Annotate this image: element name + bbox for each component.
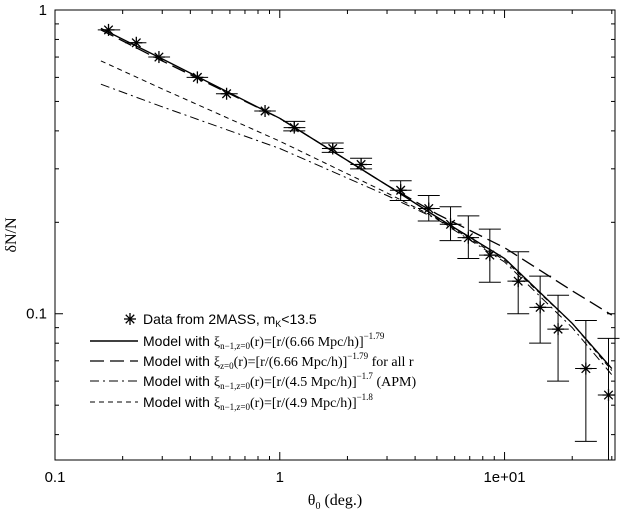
x-axis-title-sub: 0 — [315, 501, 320, 512]
legend-label-xisub: n−1,z=0 — [220, 341, 250, 351]
legend-label-xi: ξ — [214, 335, 220, 350]
model-curve-short-dash — [100, 60, 613, 371]
model-curve-solid — [100, 27, 613, 370]
plot-frame — [54, 9, 616, 461]
legend-label: Model with ξn−1,z=0(r)=[r/(6.66 Mpc/h)]−… — [143, 331, 385, 351]
legend-label: Data from 2MASS, mK<13.5 — [143, 311, 317, 329]
axis-ticks: 0.1 1 1e+01 0.1 1 — [26, 2, 615, 486]
legend-label-xisub: n−1,z=0 — [220, 402, 250, 412]
legend-label-sup: −1.79 — [364, 331, 385, 341]
data-point — [579, 362, 592, 375]
data-point — [552, 323, 565, 336]
legend-label-xisub: z=0 — [220, 361, 234, 371]
x-axis-title: θ0 (deg.) — [308, 492, 362, 512]
legend-label-eq: (r)=[r/(4.5 Mpc/h)] — [250, 375, 357, 390]
data-point — [394, 184, 407, 197]
legend-label-pre: Model with — [143, 373, 214, 389]
data-point — [483, 249, 496, 262]
x-tick-label: 1 — [276, 469, 284, 486]
data-point — [534, 301, 547, 314]
y-axis-title: δN/N — [3, 217, 20, 253]
legend-label-tail: <13.5 — [281, 311, 317, 327]
legend-label-pre: Model with — [143, 394, 214, 410]
legend-label: Model with ξz=0(r)=[r/(6.66 Mpc/h)]−1.79… — [143, 351, 414, 371]
x-tick-label: 0.1 — [45, 469, 66, 486]
legend-label-xi: ξ — [214, 396, 220, 411]
legend-label-eq: (r)=[r/(4.9 Mpc/h)] — [250, 396, 357, 411]
legend-label-sub: K — [275, 319, 281, 329]
data-point — [326, 142, 339, 155]
data-point — [152, 51, 165, 64]
data-point — [602, 389, 615, 402]
model-curves — [100, 27, 613, 376]
legend-label-xisub: n−1,z=0 — [220, 381, 250, 391]
data-point — [355, 158, 368, 171]
data-point — [462, 231, 475, 244]
legend-label-xi: ξ — [214, 375, 220, 390]
data-point — [444, 218, 457, 231]
legend-label-post: for all r — [368, 355, 414, 370]
legend-label-pre: Model with — [143, 353, 214, 369]
data-point — [422, 202, 435, 215]
x-axis-title-symbol: θ — [308, 492, 316, 509]
y-tick-label: 0.1 — [26, 306, 47, 323]
legend-star-marker — [124, 313, 136, 325]
legend-label-eq: (r)=[r/(6.66 Mpc/h)] — [234, 355, 348, 370]
legend-label-xi: ξ — [214, 355, 220, 370]
data-point — [288, 121, 301, 134]
legend-label-sup: −1.79 — [347, 351, 368, 361]
data-point — [259, 105, 272, 118]
legend-label-sup: −1.8 — [357, 392, 374, 402]
data-point — [102, 23, 115, 36]
data-point — [191, 71, 204, 84]
model-curve-dash-dot — [100, 83, 613, 376]
legend-label-post: (APM) — [373, 375, 417, 390]
model-curve-long-dash — [100, 29, 613, 316]
legend-label-sup: −1.7 — [357, 371, 374, 381]
x-tick-label: 1e+01 — [483, 469, 525, 486]
data-point — [220, 87, 233, 100]
legend-label-pre: Model with — [143, 333, 214, 349]
data-point — [512, 275, 525, 288]
x-axis-title-rest: (deg.) — [320, 492, 362, 509]
legend-label: Model with ξn−1,z=0(r)=[r/(4.9 Mpc/h)]−1… — [143, 392, 373, 412]
data-points — [97, 23, 620, 460]
data-point — [130, 36, 143, 49]
legend-label-eq: (r)=[r/(6.66 Mpc/h)] — [250, 335, 364, 350]
legend-label: Model with ξn−1,z=0(r)=[r/(4.5 Mpc/h)]−1… — [143, 371, 416, 391]
legend-label-main: Data from 2MASS, m — [143, 311, 275, 327]
y-tick-label: 1 — [39, 2, 47, 19]
